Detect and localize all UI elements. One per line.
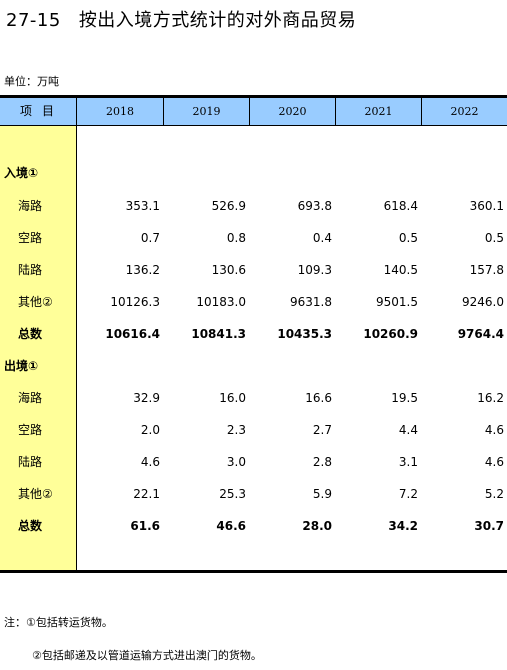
total-row: 总数 61.6 46.6 28.0 34.2 30.7	[0, 516, 507, 536]
header-year-2020: 2020	[278, 105, 307, 118]
table-cell: 9246.0	[462, 295, 504, 309]
table-row: 陆路 136.2 130.6 109.3 140.5 157.8	[0, 260, 507, 280]
header-year-2018: 2018	[106, 105, 134, 118]
row-label: 海路	[18, 391, 43, 405]
table-header	[0, 98, 507, 125]
row-label: 空路	[18, 231, 43, 245]
table-cell: 0.7	[140, 231, 160, 245]
footnote-1: 注：①包括转运货物。	[4, 616, 113, 629]
table-number: 27-15	[6, 10, 61, 31]
section-label: 出境①	[4, 359, 39, 373]
table-cell: 5.9	[312, 487, 332, 501]
table-cell: 10260.9	[363, 327, 418, 341]
table-cell: 526.9	[211, 199, 246, 213]
table-cell: 2.7	[312, 423, 332, 437]
table-cell: 10435.3	[277, 327, 332, 341]
top-rule	[0, 95, 507, 98]
table-title: 按出入境方式统计的对外商品贸易	[78, 10, 357, 31]
table-cell: 16.0	[219, 391, 246, 405]
bottom-rule	[0, 570, 507, 573]
table-cell: 5.2	[484, 487, 504, 501]
table-cell: 28.0	[302, 519, 332, 533]
footnote-2: ②包括邮递及以管道运输方式进出澳门的货物。	[32, 649, 262, 662]
table-cell: 0.8	[226, 231, 246, 245]
table-cell: 136.2	[125, 263, 160, 277]
row-label: 总数	[18, 327, 43, 341]
header-year-2021: 2021	[364, 105, 393, 118]
table-cell: 4.6	[484, 423, 504, 437]
table-row: 空路 0.7 0.8 0.4 0.5 0.5	[0, 228, 507, 248]
table-cell: 10841.3	[191, 327, 246, 341]
header-stub: 项目	[19, 104, 64, 118]
row-label: 总数	[18, 519, 43, 533]
page-title: 27-15 按出入境方式统计的对外商品贸易	[6, 6, 356, 32]
row-label: 陆路	[18, 455, 43, 469]
table-cell: 0.5	[484, 231, 504, 245]
table-cell: 4.6	[140, 455, 160, 469]
table-cell: 693.8	[297, 199, 332, 213]
table-cell: 10616.4	[105, 327, 160, 341]
table-cell: 353.1	[125, 199, 160, 213]
table-cell: 3.1	[398, 455, 418, 469]
section-header-outbound: 出境①	[0, 356, 507, 376]
table-cell: 360.1	[469, 199, 504, 213]
table-cell: 130.6	[211, 263, 246, 277]
table-cell: 61.6	[130, 519, 160, 533]
header-rule	[0, 125, 507, 126]
row-label: 其他②	[18, 487, 53, 501]
table-row: 其他② 22.1 25.3 5.9 7.2 5.2	[0, 484, 507, 504]
table-cell: 10183.0	[196, 295, 246, 309]
table-row: 其他② 10126.3 10183.0 9631.8 9501.5 9246.0	[0, 292, 507, 312]
table-cell: 2.8	[312, 455, 332, 469]
header-year-2022: 2022	[450, 105, 479, 118]
table-cell: 618.4	[383, 199, 418, 213]
table-cell: 46.6	[216, 519, 246, 533]
table-cell: 30.7	[474, 519, 504, 533]
total-row: 总数 10616.4 10841.3 10435.3 10260.9 9764.…	[0, 324, 507, 344]
table-cell: 2.0	[140, 423, 160, 437]
unit-label: 单位：万吨	[4, 75, 59, 88]
table-cell: 3.0	[226, 455, 246, 469]
header-year-2019: 2019	[192, 105, 221, 118]
table-cell: 157.8	[469, 263, 504, 277]
table-cell: 0.5	[398, 231, 418, 245]
column-divider	[335, 98, 336, 125]
table-cell: 16.6	[305, 391, 332, 405]
row-label: 空路	[18, 423, 43, 437]
table-cell: 140.5	[383, 263, 418, 277]
table-cell: 10126.3	[110, 295, 160, 309]
table-cell: 9501.5	[376, 295, 418, 309]
table-cell: 2.3	[226, 423, 246, 437]
table-cell: 7.2	[398, 487, 418, 501]
statistics-table: 项目 2018 2019 2020 2021 2022 入境① 海路 353.1…	[0, 95, 507, 573]
column-divider	[76, 98, 77, 570]
table-cell: 32.9	[133, 391, 160, 405]
table-cell: 22.1	[133, 487, 160, 501]
stub-column-background	[0, 126, 76, 570]
table-cell: 109.3	[297, 263, 332, 277]
table-cell: 25.3	[219, 487, 246, 501]
row-label: 海路	[18, 199, 43, 213]
table-cell: 4.6	[484, 455, 504, 469]
row-label: 陆路	[18, 263, 43, 277]
table-row: 空路 2.0 2.3 2.7 4.4 4.6	[0, 420, 507, 440]
table-row: 海路 353.1 526.9 693.8 618.4 360.1	[0, 196, 507, 216]
column-divider	[163, 98, 164, 125]
table-cell: 0.4	[312, 231, 332, 245]
table-cell: 16.2	[477, 391, 504, 405]
column-divider	[421, 98, 422, 125]
table-row: 陆路 4.6 3.0 2.8 3.1 4.6	[0, 452, 507, 472]
table-cell: 19.5	[391, 391, 418, 405]
column-divider	[249, 98, 250, 125]
table-cell: 4.4	[398, 423, 418, 437]
row-label: 其他②	[18, 295, 53, 309]
table-row: 海路 32.9 16.0 16.6 19.5 16.2	[0, 388, 507, 408]
table-cell: 34.2	[388, 519, 418, 533]
table-cell: 9631.8	[290, 295, 332, 309]
section-label: 入境①	[4, 166, 39, 180]
section-header-inbound: 入境①	[0, 163, 507, 183]
table-cell: 9764.4	[457, 327, 504, 341]
